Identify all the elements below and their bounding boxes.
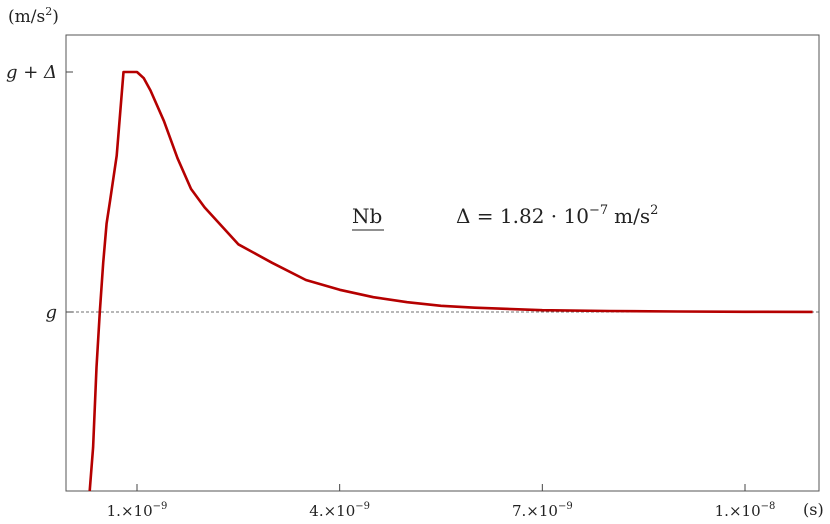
- x-tick-mantissa: 7.: [512, 502, 526, 520]
- material-label: Nb: [352, 204, 382, 228]
- x-tick-exp: −9: [153, 501, 168, 512]
- y-axis-unit-close: ): [52, 7, 59, 27]
- x-tick-mantissa: 4.: [309, 502, 323, 520]
- delta-unit: m/s: [614, 204, 650, 228]
- y-axis-unit: (m/s2): [8, 5, 59, 27]
- y-axis-ticks: g g + Δ: [6, 62, 73, 323]
- y-axis-unit-exp: 2: [45, 5, 52, 18]
- x-tick-times: ×10: [324, 502, 356, 520]
- x-tick-exp: −8: [761, 501, 776, 512]
- y-tick-label: g + Δ: [6, 62, 57, 83]
- x-axis-label: (s): [803, 500, 824, 519]
- delta-text: Δ = 1.82 · 10: [456, 204, 589, 228]
- y-tick-label: g: [45, 302, 57, 323]
- x-tick-times: ×10: [121, 502, 153, 520]
- x-tick-exp: −9: [355, 501, 370, 512]
- x-tick-label: 1.×10−8: [715, 501, 776, 520]
- series-line: [88, 70, 813, 492]
- x-tick-times: ×10: [729, 502, 761, 520]
- delta-annotation: Δ = 1.82 · 10−7 m/s2: [456, 203, 658, 228]
- x-tick-mantissa: 1.: [715, 502, 729, 520]
- x-tick-times: ×10: [526, 502, 558, 520]
- x-tick-mantissa: 1.: [107, 502, 121, 520]
- x-tick-exp: −9: [558, 501, 573, 512]
- x-tick-label: 7.×10−9: [512, 501, 573, 520]
- x-axis-ticks: 1.×10−9 4.×10−9 7.×10−9 1.×10−8: [107, 484, 776, 520]
- x-tick-label: 1.×10−9: [107, 501, 168, 520]
- delta-exp: −7: [589, 203, 608, 218]
- plot-frame: [65, 34, 820, 492]
- x-tick-label: 4.×10−9: [309, 501, 370, 520]
- delta-unit-exp: 2: [650, 203, 658, 218]
- y-axis-unit-main: (m/s: [8, 7, 45, 27]
